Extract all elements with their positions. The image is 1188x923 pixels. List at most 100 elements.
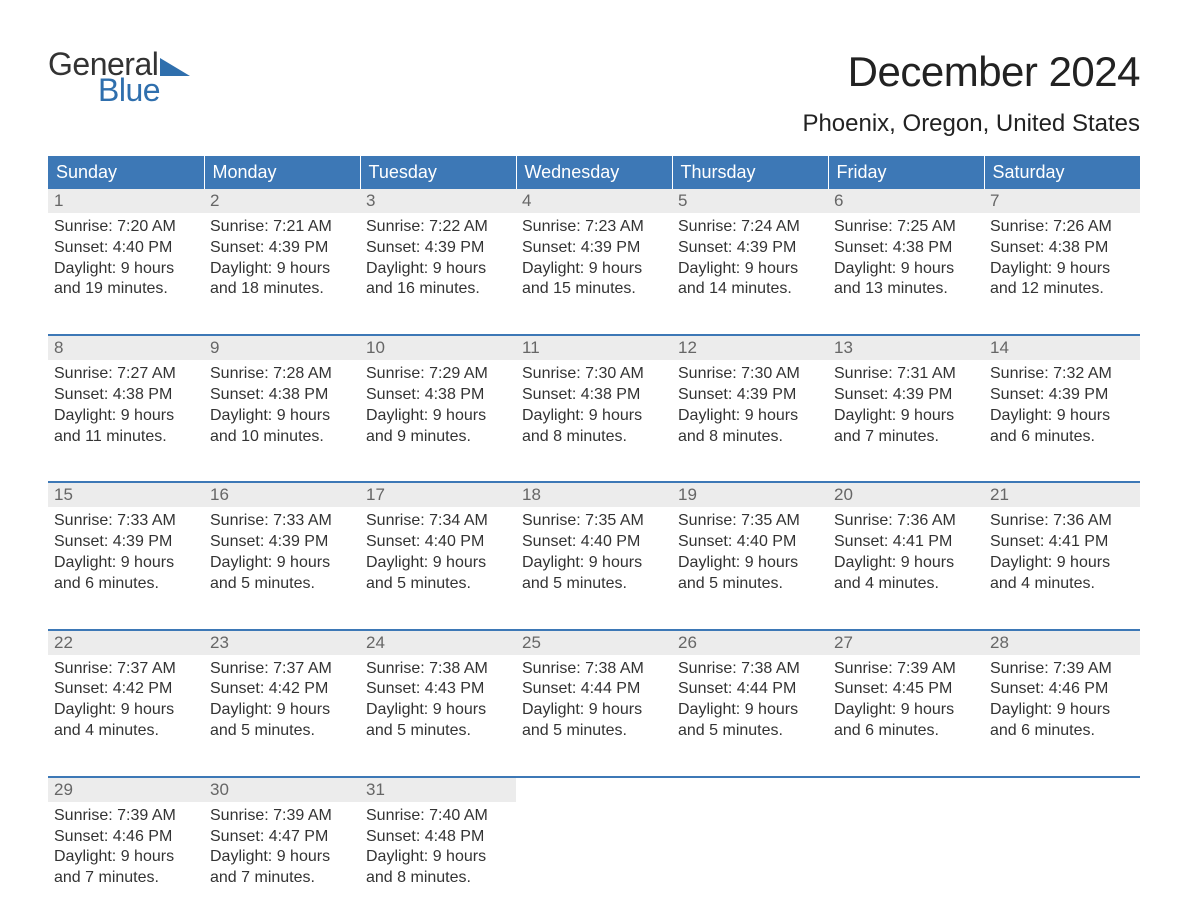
day-line: Sunset: 4:38 PM: [210, 385, 354, 406]
day-line: Sunset: 4:38 PM: [366, 385, 510, 406]
day-number: [672, 777, 828, 802]
day-cell: Sunrise: 7:28 AMSunset: 4:38 PMDaylight:…: [204, 360, 360, 482]
day-line: and 12 minutes.: [990, 279, 1134, 300]
day-line: and 5 minutes.: [210, 721, 354, 742]
day-header: Wednesday: [516, 156, 672, 189]
day-line: Sunset: 4:38 PM: [990, 238, 1134, 259]
day-line: Sunset: 4:42 PM: [54, 679, 198, 700]
day-cell: Sunrise: 7:23 AMSunset: 4:39 PMDaylight:…: [516, 213, 672, 335]
day-cell: Sunrise: 7:35 AMSunset: 4:40 PMDaylight:…: [516, 507, 672, 629]
day-number: 9: [204, 335, 360, 360]
day-cell: Sunrise: 7:38 AMSunset: 4:43 PMDaylight:…: [360, 655, 516, 777]
day-number: 24: [360, 630, 516, 655]
day-line: Daylight: 9 hours: [210, 553, 354, 574]
day-line: Sunrise: 7:38 AM: [522, 659, 666, 680]
day-line: Daylight: 9 hours: [522, 259, 666, 280]
day-line: Sunrise: 7:37 AM: [54, 659, 198, 680]
day-cell: Sunrise: 7:26 AMSunset: 4:38 PMDaylight:…: [984, 213, 1140, 335]
day-cell: Sunrise: 7:36 AMSunset: 4:41 PMDaylight:…: [984, 507, 1140, 629]
day-cell: Sunrise: 7:33 AMSunset: 4:39 PMDaylight:…: [204, 507, 360, 629]
day-header: Friday: [828, 156, 984, 189]
month-title: December 2024: [802, 48, 1140, 96]
day-number: [828, 777, 984, 802]
day-line: Daylight: 9 hours: [678, 553, 822, 574]
day-line: Sunrise: 7:24 AM: [678, 217, 822, 238]
day-cell: Sunrise: 7:39 AMSunset: 4:46 PMDaylight:…: [984, 655, 1140, 777]
day-cell: Sunrise: 7:38 AMSunset: 4:44 PMDaylight:…: [672, 655, 828, 777]
day-line: Sunset: 4:41 PM: [834, 532, 978, 553]
content-row: Sunrise: 7:27 AMSunset: 4:38 PMDaylight:…: [48, 360, 1140, 482]
day-line: and 5 minutes.: [522, 574, 666, 595]
day-line: Sunset: 4:46 PM: [990, 679, 1134, 700]
day-line: Sunset: 4:41 PM: [990, 532, 1134, 553]
day-line: Sunset: 4:38 PM: [522, 385, 666, 406]
day-cell: Sunrise: 7:35 AMSunset: 4:40 PMDaylight:…: [672, 507, 828, 629]
day-line: Daylight: 9 hours: [834, 259, 978, 280]
day-line: Sunset: 4:42 PM: [210, 679, 354, 700]
day-line: Sunrise: 7:31 AM: [834, 364, 978, 385]
day-header: Tuesday: [360, 156, 516, 189]
day-number: 13: [828, 335, 984, 360]
day-line: Sunrise: 7:21 AM: [210, 217, 354, 238]
day-cell: [828, 802, 984, 923]
day-cell: Sunrise: 7:32 AMSunset: 4:39 PMDaylight:…: [984, 360, 1140, 482]
day-line: Sunset: 4:38 PM: [54, 385, 198, 406]
day-number: 29: [48, 777, 204, 802]
day-cell: Sunrise: 7:31 AMSunset: 4:39 PMDaylight:…: [828, 360, 984, 482]
page-header: General Blue December 2024 Phoenix, Oreg…: [48, 48, 1140, 138]
day-line: Sunset: 4:40 PM: [366, 532, 510, 553]
calendar-table: Sunday Monday Tuesday Wednesday Thursday…: [48, 156, 1140, 923]
day-line: Daylight: 9 hours: [678, 406, 822, 427]
day-cell: Sunrise: 7:22 AMSunset: 4:39 PMDaylight:…: [360, 213, 516, 335]
day-line: Sunrise: 7:28 AM: [210, 364, 354, 385]
day-line: Daylight: 9 hours: [54, 700, 198, 721]
day-line: Daylight: 9 hours: [210, 406, 354, 427]
day-line: and 6 minutes.: [990, 427, 1134, 448]
day-line: Sunrise: 7:36 AM: [834, 511, 978, 532]
day-number: [516, 777, 672, 802]
day-line: Sunrise: 7:39 AM: [54, 806, 198, 827]
day-line: Daylight: 9 hours: [990, 700, 1134, 721]
day-number: 15: [48, 482, 204, 507]
day-line: Sunrise: 7:37 AM: [210, 659, 354, 680]
day-line: Sunset: 4:40 PM: [678, 532, 822, 553]
day-line: Sunset: 4:39 PM: [990, 385, 1134, 406]
day-line: Sunrise: 7:33 AM: [210, 511, 354, 532]
daynum-row: 891011121314: [48, 335, 1140, 360]
daynum-row: 1234567: [48, 189, 1140, 213]
content-row: Sunrise: 7:20 AMSunset: 4:40 PMDaylight:…: [48, 213, 1140, 335]
day-line: Sunrise: 7:35 AM: [522, 511, 666, 532]
day-cell: [516, 802, 672, 923]
day-number: 21: [984, 482, 1140, 507]
day-header: Saturday: [984, 156, 1140, 189]
day-number: 22: [48, 630, 204, 655]
brand-text-b: Blue: [98, 74, 190, 106]
day-line: Sunset: 4:38 PM: [834, 238, 978, 259]
day-line: Sunset: 4:40 PM: [54, 238, 198, 259]
day-cell: Sunrise: 7:33 AMSunset: 4:39 PMDaylight:…: [48, 507, 204, 629]
day-number: 31: [360, 777, 516, 802]
day-line: Sunrise: 7:27 AM: [54, 364, 198, 385]
content-row: Sunrise: 7:37 AMSunset: 4:42 PMDaylight:…: [48, 655, 1140, 777]
day-number: 20: [828, 482, 984, 507]
day-cell: Sunrise: 7:27 AMSunset: 4:38 PMDaylight:…: [48, 360, 204, 482]
day-line: Sunset: 4:44 PM: [678, 679, 822, 700]
day-line: Sunrise: 7:32 AM: [990, 364, 1134, 385]
day-number: 7: [984, 189, 1140, 213]
day-line: Sunset: 4:45 PM: [834, 679, 978, 700]
day-cell: Sunrise: 7:39 AMSunset: 4:47 PMDaylight:…: [204, 802, 360, 923]
daynum-row: 293031: [48, 777, 1140, 802]
day-line: Sunset: 4:39 PM: [678, 385, 822, 406]
day-number: 11: [516, 335, 672, 360]
day-line: and 5 minutes.: [210, 574, 354, 595]
day-header-row: Sunday Monday Tuesday Wednesday Thursday…: [48, 156, 1140, 189]
day-line: Daylight: 9 hours: [990, 406, 1134, 427]
day-cell: Sunrise: 7:20 AMSunset: 4:40 PMDaylight:…: [48, 213, 204, 335]
day-number: 19: [672, 482, 828, 507]
day-line: and 7 minutes.: [210, 868, 354, 889]
day-cell: [672, 802, 828, 923]
day-line: and 6 minutes.: [834, 721, 978, 742]
day-line: Sunset: 4:46 PM: [54, 827, 198, 848]
title-block: December 2024 Phoenix, Oregon, United St…: [802, 48, 1140, 138]
day-line: and 5 minutes.: [678, 721, 822, 742]
